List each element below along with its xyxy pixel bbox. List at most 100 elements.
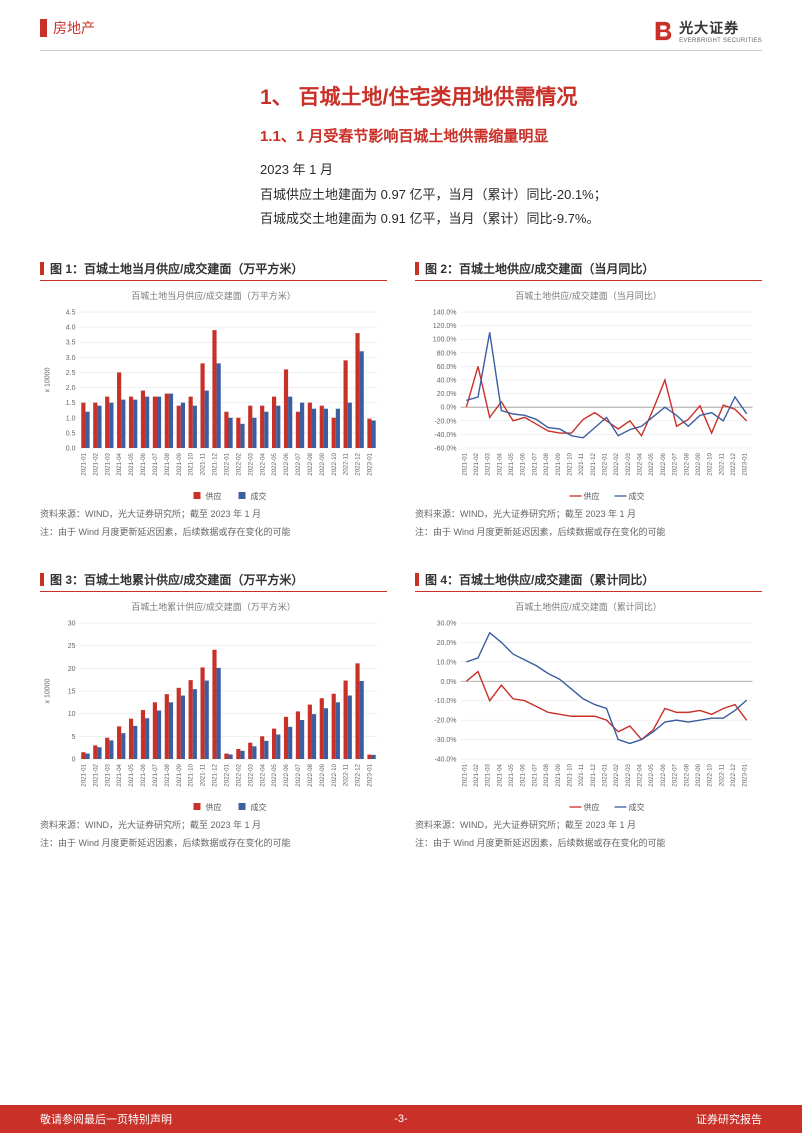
svg-text:2022-05: 2022-05 [648, 764, 655, 787]
svg-text:2021-11: 2021-11 [578, 453, 585, 476]
svg-text:40.0%: 40.0% [437, 378, 457, 385]
svg-text:2022-06: 2022-06 [283, 453, 290, 476]
logo-cn: 光大证券 [679, 18, 762, 38]
svg-text:2022-11: 2022-11 [343, 764, 350, 787]
svg-text:2022-04: 2022-04 [637, 764, 644, 787]
chart-4-source-1: 资料来源：WIND，光大证券研究所；截至 2023 年 1 月 [415, 819, 762, 833]
svg-text:2022-07: 2022-07 [295, 764, 302, 787]
svg-text:0.0: 0.0 [66, 446, 76, 453]
svg-text:3.0: 3.0 [66, 355, 76, 362]
svg-text:2021-07: 2021-07 [152, 453, 159, 476]
brand-icon [652, 20, 674, 42]
svg-text:120.0%: 120.0% [433, 323, 457, 330]
svg-text:2021-08: 2021-08 [543, 453, 550, 476]
svg-text:0: 0 [72, 757, 76, 764]
chart-1-source-1: 资料来源：WIND，光大证券研究所；截至 2023 年 1 月 [40, 508, 387, 522]
svg-text:供应: 供应 [584, 491, 600, 501]
svg-text:2021-04: 2021-04 [496, 764, 503, 787]
svg-text:2022-06: 2022-06 [283, 764, 290, 787]
paragraph-supply: 百城供应土地建面为 0.97 亿平，当月（累计）同比-20.1%； [260, 183, 762, 208]
svg-text:供应: 供应 [584, 802, 600, 812]
svg-text:2022-06: 2022-06 [660, 764, 667, 787]
svg-text:2021-01: 2021-01 [80, 764, 87, 787]
svg-text:2021-12: 2021-12 [212, 764, 219, 787]
svg-text:成交: 成交 [251, 802, 267, 812]
svg-text:2021-02: 2021-02 [473, 764, 480, 787]
svg-text:2022-12: 2022-12 [730, 764, 737, 787]
svg-text:2021-05: 2021-05 [508, 453, 515, 476]
svg-text:2021-10: 2021-10 [566, 764, 573, 787]
svg-text:2022-01: 2022-01 [224, 453, 231, 476]
svg-text:2022-09: 2022-09 [695, 453, 702, 476]
svg-text:0.0%: 0.0% [441, 679, 457, 686]
svg-text:2021-12: 2021-12 [212, 453, 219, 476]
svg-text:2021-12: 2021-12 [590, 453, 597, 476]
svg-text:2021-07: 2021-07 [531, 453, 538, 476]
svg-text:2023-01: 2023-01 [742, 764, 749, 787]
svg-text:2021-03: 2021-03 [485, 764, 492, 787]
svg-text:2022-05: 2022-05 [271, 764, 278, 787]
logo-en: EVERBRIGHT SECURITIES [679, 38, 762, 44]
chart-4-title-row: 图 4：百城土地供应/成交建面（累计同比） [415, 571, 762, 592]
header-category: 房地产 [53, 18, 95, 38]
svg-text:-40.0%: -40.0% [434, 757, 456, 764]
chart-1-source-2: 注：由于 Wind 月度更新延迟因素，后续数据或存在变化的可能 [40, 526, 387, 540]
svg-text:2021-06: 2021-06 [140, 453, 147, 476]
svg-text:2021-09: 2021-09 [555, 764, 562, 787]
svg-text:2022-01: 2022-01 [224, 764, 231, 787]
svg-text:2022-08: 2022-08 [683, 453, 690, 476]
svg-text:供应: 供应 [206, 802, 222, 812]
svg-text:2021-02: 2021-02 [92, 764, 99, 787]
svg-text:2021-03: 2021-03 [485, 453, 492, 476]
chart-3-source-1: 资料来源：WIND，光大证券研究所；截至 2023 年 1 月 [40, 819, 387, 833]
svg-text:2021-11: 2021-11 [200, 453, 207, 476]
svg-text:2021-08: 2021-08 [164, 453, 171, 476]
chart-title-bar [40, 262, 44, 275]
svg-text:供应: 供应 [206, 491, 222, 501]
svg-text:140.0%: 140.0% [433, 310, 457, 317]
paragraph-date: 2023 年 1 月 [260, 158, 762, 183]
svg-text:x 10000: x 10000 [45, 679, 52, 704]
svg-text:2022-10: 2022-10 [331, 453, 338, 476]
svg-text:30.0%: 30.0% [437, 621, 457, 628]
svg-text:2021-08: 2021-08 [543, 764, 550, 787]
svg-text:2021-10: 2021-10 [188, 453, 195, 476]
svg-text:2021-11: 2021-11 [200, 764, 207, 787]
svg-text:20: 20 [68, 666, 76, 673]
svg-text:2021-08: 2021-08 [164, 764, 171, 787]
footer-page-num: -3- [394, 1113, 407, 1125]
svg-text:1.0: 1.0 [66, 415, 76, 422]
svg-text:2022-11: 2022-11 [718, 764, 725, 787]
svg-text:15: 15 [68, 689, 76, 696]
svg-text:2022-10: 2022-10 [331, 764, 338, 787]
svg-text:-60.0%: -60.0% [434, 446, 456, 453]
svg-text:80.0%: 80.0% [437, 350, 457, 357]
charts-grid: 图 1：百城土地当月供应/成交建面（万平方米） 百城土地当月供应/成交建面（万平… [40, 260, 762, 850]
svg-text:2022-07: 2022-07 [672, 453, 679, 476]
chart-2-source-2: 注：由于 Wind 月度更新延迟因素，后续数据或存在变化的可能 [415, 526, 762, 540]
svg-text:2021-05: 2021-05 [128, 453, 135, 476]
svg-text:2022-07: 2022-07 [672, 764, 679, 787]
svg-text:4.5: 4.5 [66, 310, 76, 317]
section-heading-1: 1、 百城土地/住宅类用地供需情况 [260, 81, 762, 111]
svg-text:3.5: 3.5 [66, 340, 76, 347]
svg-text:x 10000: x 10000 [45, 368, 52, 393]
svg-text:2.5: 2.5 [66, 370, 76, 377]
svg-text:2021-09: 2021-09 [555, 453, 562, 476]
svg-text:1.5: 1.5 [66, 400, 76, 407]
svg-text:2021-07: 2021-07 [152, 764, 159, 787]
page-header: 房地产 光大证券 EVERBRIGHT SECURITIES [0, 0, 802, 44]
svg-text:成交: 成交 [629, 491, 645, 501]
chart-4-block: 图 4：百城土地供应/成交建面（累计同比） 百城土地供应/成交建面（累计同比） … [415, 571, 762, 850]
chart-title-bar [415, 262, 419, 275]
chart-4-title: 图 4：百城土地供应/成交建面（累计同比） [425, 571, 654, 588]
svg-text:2021-06: 2021-06 [140, 764, 147, 787]
svg-text:2022-12: 2022-12 [730, 453, 737, 476]
svg-text:2022-06: 2022-06 [660, 453, 667, 476]
svg-text:2022-04: 2022-04 [637, 453, 644, 476]
svg-text:2022-03: 2022-03 [247, 453, 254, 476]
svg-text:2021-03: 2021-03 [104, 764, 111, 787]
svg-text:2021-09: 2021-09 [176, 453, 183, 476]
chart-3-subtitle: 百城土地累计供应/成交建面（万平方米） [40, 600, 387, 613]
svg-text:2021-06: 2021-06 [520, 764, 527, 787]
